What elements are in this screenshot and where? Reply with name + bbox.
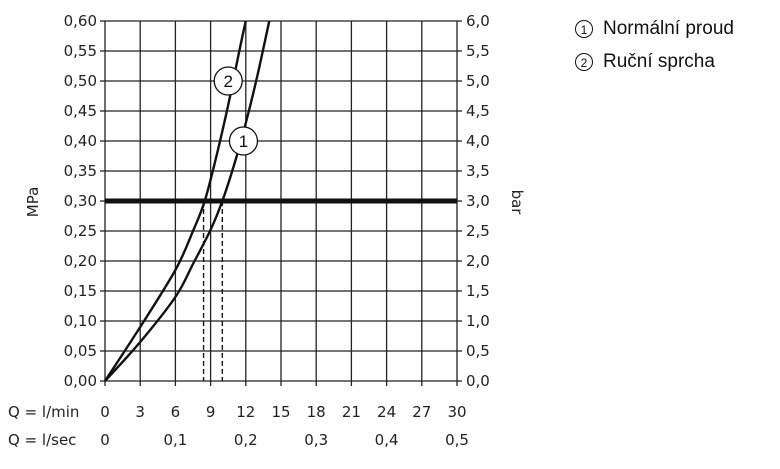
x-tick-label-lsec: 0,3 xyxy=(304,431,328,449)
x-tick-label-lmin: 6 xyxy=(171,403,181,421)
x-axis-lmin-label: Q = l/min xyxy=(8,403,79,421)
y-axis-right-ticks: 0,0 0,5 1,0 1,5 2,0 2,5 3,0 3,5 4,0 4,5 5,0 5,5 6,0 xyxy=(466,12,490,390)
y-tick-label-left: 0,40 xyxy=(64,132,97,150)
legend-label-normal: Normální proud xyxy=(603,18,734,39)
x-tick-label-lmin: 21 xyxy=(342,403,361,421)
y-tick-label-right: 4,0 xyxy=(466,132,490,150)
x-tick-label-lmin: 18 xyxy=(307,403,326,421)
y-tick-label-right: 5,5 xyxy=(466,42,490,60)
y-tick-label-left: 0,05 xyxy=(64,342,97,360)
x-tick-label-lmin: 30 xyxy=(447,403,466,421)
y-axis-right-title: bar xyxy=(508,190,526,216)
y-tick-label-right: 1,5 xyxy=(466,282,490,300)
y-axis-left-ticks: 0,00 0,05 0,10 0,15 0,20 0,25 0,30 0,35 0,40 0,45… xyxy=(64,12,97,390)
x-tick-label-lmin: 15 xyxy=(271,403,290,421)
y-tick-label-right: 1,0 xyxy=(466,312,490,330)
x-tick-label-lmin: 12 xyxy=(236,403,255,421)
y-tick-label-left: 0,55 xyxy=(64,42,97,60)
legend-item-hand-shower: 2 Ruční sprcha xyxy=(575,45,734,78)
y-tick-label-left: 0,10 xyxy=(64,312,97,330)
series-line-1 xyxy=(104,20,271,382)
y-tick-label-left: 0,00 xyxy=(64,372,97,390)
y-tick-label-right: 5,0 xyxy=(466,72,490,90)
y-tick-label-left: 0,25 xyxy=(64,222,97,240)
x-tick-label-lsec: 0,4 xyxy=(375,431,399,449)
y-tick-label-right: 6,0 xyxy=(466,12,490,30)
series-line-2 xyxy=(103,20,247,382)
y-tick-label-left: 0,15 xyxy=(64,282,97,300)
series-markers: 12 xyxy=(213,66,259,156)
x-tick-label-lsec: 0,1 xyxy=(163,431,187,449)
y-tick-label-left: 0,35 xyxy=(64,162,97,180)
y-tick-label-left: 0,30 xyxy=(64,192,97,210)
legend-label-hand-shower: Ruční sprcha xyxy=(603,51,715,72)
legend-marker-2: 2 xyxy=(575,52,593,71)
y-tick-label-left: 0,45 xyxy=(64,102,97,120)
y-tick-label-right: 4,5 xyxy=(466,102,490,120)
x-tick-label-lmin: 27 xyxy=(412,403,431,421)
series-curves xyxy=(103,20,271,382)
series-marker-label-1: 1 xyxy=(239,132,248,151)
x-tick-label-lmin: 3 xyxy=(135,403,145,421)
x-tick-label-lsec: 0,5 xyxy=(445,431,469,449)
series-marker-circle-1 xyxy=(228,126,259,156)
x-axis-lsec-ticks: 0 0,1 0,2 0,3 0,4 0,5 xyxy=(100,431,469,449)
series-marker-circle-2 xyxy=(213,66,243,96)
y-tick-label-right: 2,0 xyxy=(466,252,490,270)
y-tick-label-left: 0,50 xyxy=(64,72,97,90)
x-axis-lsec-label: Q = l/sec xyxy=(8,431,76,449)
legend-marker-1: 1 xyxy=(575,19,593,38)
x-tick-label-lsec: 0 xyxy=(100,431,110,449)
x-axis-lmin-ticks: 0 3 6 9 12 15 18 21 24 27 30 xyxy=(100,403,466,421)
x-tick-label-lmin: 24 xyxy=(377,403,396,421)
y-axis-left-title: MPa xyxy=(24,187,42,218)
y-tick-label-left: 0,60 xyxy=(64,12,97,30)
x-tick-label-lmin: 9 xyxy=(206,403,216,421)
legend: 1 Normální proud 2 Ruční sprcha xyxy=(575,12,734,78)
series-marker-label-2: 2 xyxy=(223,72,232,91)
dashed-drop-lines xyxy=(202,201,224,381)
y-tick-label-right: 3,0 xyxy=(466,192,490,210)
y-tick-label-left: 0,20 xyxy=(64,252,97,270)
y-tick-label-right: 2,5 xyxy=(466,222,490,240)
y-tick-label-right: 3,5 xyxy=(466,162,490,180)
x-tick-label-lmin: 0 xyxy=(100,403,110,421)
x-tick-label-lsec: 0,2 xyxy=(234,431,258,449)
y-tick-label-right: 0,0 xyxy=(466,372,490,390)
y-tick-label-right: 0,5 xyxy=(466,342,490,360)
legend-item-normal: 1 Normální proud xyxy=(575,12,734,45)
